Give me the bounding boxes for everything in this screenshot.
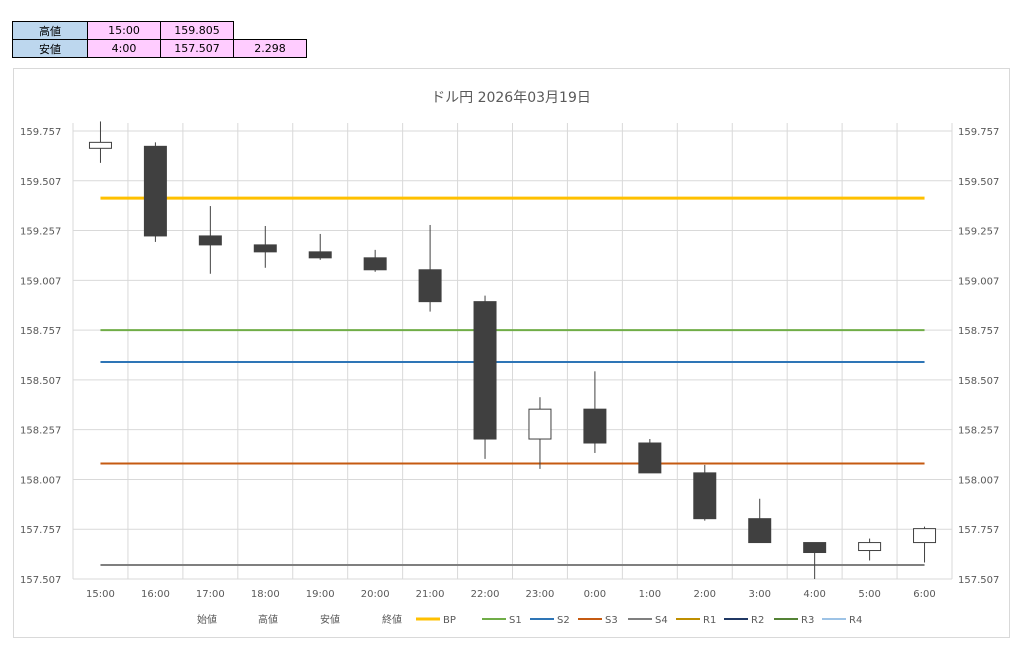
x-tick-label: 5:00 xyxy=(858,589,880,600)
y-tick-label-right: 159.757 xyxy=(958,127,999,138)
candle-body xyxy=(363,257,387,271)
high-time: 15:00 xyxy=(87,21,161,40)
y-tick-label-right: 157.757 xyxy=(958,525,999,536)
y-tick-label-left: 159.257 xyxy=(20,227,61,238)
y-tick-label-right: 159.507 xyxy=(958,177,999,188)
x-tick-label: 0:00 xyxy=(584,589,606,600)
x-tick-label: 19:00 xyxy=(306,589,335,600)
legend-label: 始値 xyxy=(197,613,217,626)
y-tick-label-right: 158.757 xyxy=(958,326,999,337)
legend-label-s3: S3 xyxy=(605,615,618,626)
low-value: 157.507 xyxy=(160,39,234,58)
x-tick-label: 20:00 xyxy=(361,589,390,600)
y-tick-label-left: 159.507 xyxy=(20,177,61,188)
y-tick-label-right: 158.007 xyxy=(958,475,999,486)
legend-label: 終値 xyxy=(382,613,402,626)
high-low-summary-table: 高値 15:00 159.805 安値 4:00 157.507 2.298 xyxy=(12,21,307,58)
range-value: 2.298 xyxy=(233,39,307,58)
x-tick-label: 6:00 xyxy=(913,589,935,600)
candle-body xyxy=(198,235,222,246)
legend-label-r2: R2 xyxy=(751,615,764,626)
y-tick-label-left: 159.007 xyxy=(20,276,61,287)
y-tick-label-left: 158.007 xyxy=(20,475,61,486)
x-tick-label: 3:00 xyxy=(748,589,770,600)
x-tick-label: 17:00 xyxy=(196,589,225,600)
y-tick-label-left: 158.257 xyxy=(20,426,61,437)
x-tick-label: 18:00 xyxy=(251,589,280,600)
candle-body xyxy=(748,518,772,544)
low-time: 4:00 xyxy=(87,39,161,58)
candle-body xyxy=(858,542,882,552)
y-tick-label-left: 159.757 xyxy=(20,127,61,138)
candle-body xyxy=(308,251,332,259)
chart-title: ドル円 2026年03月19日 xyxy=(431,90,591,106)
candle-body xyxy=(253,244,277,253)
candle-body xyxy=(143,145,167,237)
candle-body xyxy=(638,442,662,474)
low-label: 安値 xyxy=(12,39,88,58)
legend-label-r3: R3 xyxy=(801,615,814,626)
legend-label: 高値 xyxy=(258,613,278,626)
high-value: 159.805 xyxy=(160,21,234,40)
y-tick-label-right: 158.257 xyxy=(958,426,999,437)
y-tick-label-right: 158.507 xyxy=(958,376,999,387)
legend-label-r1: R1 xyxy=(703,615,716,626)
x-tick-label: 16:00 xyxy=(141,589,170,600)
y-tick-label-left: 158.507 xyxy=(20,376,61,387)
y-tick-label-right: 159.257 xyxy=(958,227,999,238)
x-tick-label: 1:00 xyxy=(639,589,661,600)
candle-body xyxy=(88,141,112,149)
candle-body xyxy=(583,408,607,444)
y-tick-label-right: 159.007 xyxy=(958,276,999,287)
candle-body xyxy=(693,472,717,520)
x-tick-label: 22:00 xyxy=(471,589,500,600)
legend-label-bp: BP xyxy=(443,615,456,626)
legend-label-s4: S4 xyxy=(655,615,668,626)
candle-body xyxy=(528,408,552,440)
legend-label-s1: S1 xyxy=(509,615,522,626)
x-tick-label: 4:00 xyxy=(803,589,825,600)
high-row: 高値 15:00 159.805 xyxy=(12,21,307,40)
y-tick-label-left: 157.507 xyxy=(20,575,61,586)
x-tick-label: 23:00 xyxy=(526,589,555,600)
legend-label-r4: R4 xyxy=(849,615,862,626)
x-tick-label: 15:00 xyxy=(86,589,115,600)
candle-body xyxy=(418,269,442,303)
candle-body xyxy=(473,301,497,440)
x-tick-label: 21:00 xyxy=(416,589,445,600)
y-tick-label-right: 157.507 xyxy=(958,575,999,586)
legend-label: 安値 xyxy=(320,613,340,626)
low-row: 安値 4:00 157.507 2.298 xyxy=(12,39,307,58)
legend-label-s2: S2 xyxy=(557,615,570,626)
chart-area xyxy=(13,68,1010,638)
high-label: 高値 xyxy=(12,21,88,40)
y-tick-label-left: 157.757 xyxy=(20,525,61,536)
candle-body xyxy=(803,542,827,554)
candle-body xyxy=(913,528,937,544)
x-tick-label: 2:00 xyxy=(694,589,716,600)
y-tick-label-left: 158.757 xyxy=(20,326,61,337)
